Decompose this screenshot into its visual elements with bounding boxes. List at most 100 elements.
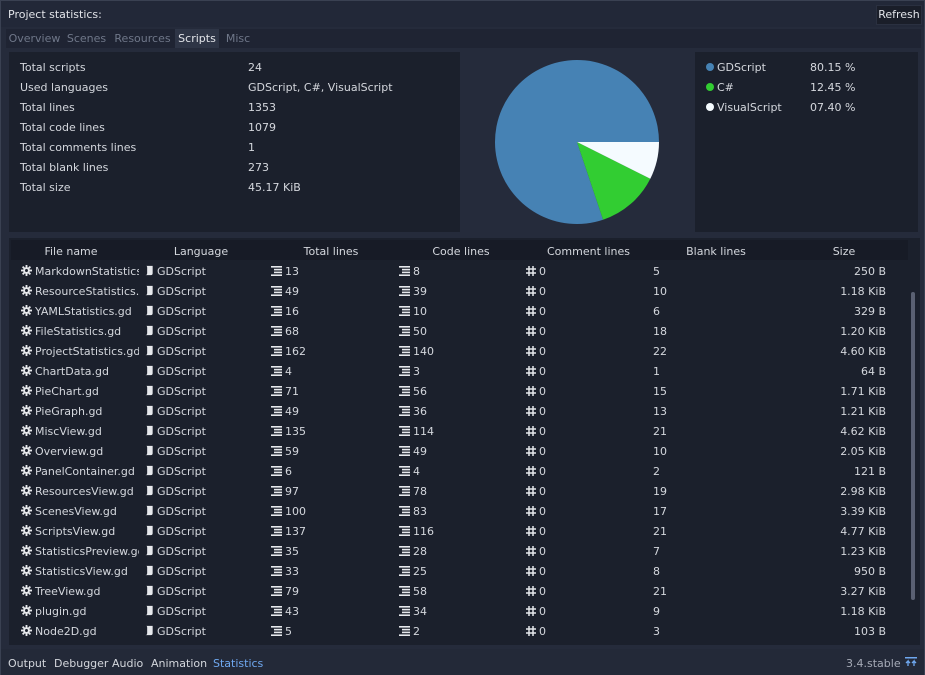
total-lines-value: 33 — [285, 565, 299, 578]
total-lines-value: 49 — [285, 405, 299, 418]
column-header-comment-lines[interactable]: Comment lines — [547, 245, 630, 258]
column-header-language[interactable]: Language — [173, 245, 229, 258]
code-lines-value: 78 — [413, 485, 427, 498]
table-row[interactable]: ScriptsView.gd GDScript 137 116 0 21 4.77 KiB — [9, 521, 909, 541]
table-row[interactable]: MarkdownStatistics.g GDScript 13 8 0 5 250 B — [9, 261, 909, 281]
hash-icon — [526, 305, 539, 318]
table-row[interactable]: Node2D.gd GDScript 5 2 0 3 103 B — [9, 621, 909, 641]
column-header-file-name[interactable]: File name — [44, 245, 98, 258]
pin-icon[interactable] — [905, 657, 917, 670]
blank-lines-value: 8 — [653, 565, 660, 578]
table-row[interactable]: Overview.gd GDScript 59 49 0 10 2.05 KiB — [9, 441, 909, 461]
language-name: GDScript — [157, 485, 206, 498]
file-name: ResourcesView.gd — [35, 485, 134, 498]
lines-icon — [271, 325, 285, 338]
column-header-size[interactable]: Size — [832, 245, 856, 258]
scripts-table: File name Language Total lines Code line… — [9, 238, 920, 645]
table-row[interactable]: ResourceStatistics.gd GDScript 49 39 0 10 1.18… — [9, 281, 909, 301]
comment-lines-value: 0 — [539, 465, 546, 478]
summary-row: Used languages GDScript, C#, VisualScrip… — [20, 75, 450, 95]
legend-swatch — [706, 103, 714, 111]
column-header-total-lines[interactable]: Total lines — [303, 245, 359, 258]
table-row[interactable]: MiscView.gd GDScript 135 114 0 21 4.62 KiB — [9, 421, 909, 441]
total-lines-cell: 79 — [271, 585, 371, 598]
script-icon — [144, 545, 157, 558]
bottom-tab-audio[interactable]: Audio — [112, 657, 144, 670]
column-header-blank-lines[interactable]: Blank lines — [686, 245, 746, 258]
file-cell: FileStatistics.gd — [21, 325, 139, 338]
summary-panel: Total scripts 24 Used languages GDScript… — [9, 52, 460, 232]
lines-icon — [271, 625, 285, 638]
table-row[interactable]: ChartData.gd GDScript 4 3 0 1 64 B — [9, 361, 909, 381]
tab-overview[interactable]: Overview — [8, 32, 61, 45]
bottom-tab-output[interactable]: Output — [8, 657, 47, 670]
file-cell: StatisticsView.gd — [21, 565, 139, 578]
code-lines-value: 3 — [413, 365, 420, 378]
table-row[interactable]: FileStatistics.gd GDScript 68 50 0 18 1.20 KiB — [9, 321, 909, 341]
code-lines-cell: 83 — [399, 505, 499, 518]
tab-scenes[interactable]: Scenes — [66, 32, 107, 45]
language-cell: GDScript — [144, 525, 254, 538]
file-name: Node2D.gd — [35, 625, 97, 638]
comment-lines-cell: 0 — [526, 285, 626, 298]
lines-icon — [399, 465, 413, 478]
table-row[interactable]: YAMLStatistics.gd GDScript 16 10 0 6 329 B — [9, 301, 909, 321]
blank-lines-value: 13 — [653, 405, 667, 418]
table-row[interactable]: PieGraph.gd GDScript 49 36 0 13 1.21 KiB — [9, 401, 909, 421]
blank-lines-value: 5 — [653, 265, 660, 278]
summary-row: Total code lines 1079 — [20, 115, 450, 135]
table-row[interactable]: plugin.gd GDScript 43 34 0 9 1.18 KiB — [9, 601, 909, 621]
size-value: 64 B — [860, 365, 886, 378]
bottom-tab-debugger[interactable]: Debugger — [54, 657, 109, 670]
tab-misc[interactable]: Misc — [225, 32, 251, 45]
tab-resources[interactable]: Resources — [114, 32, 171, 45]
blank-lines-value: 15 — [653, 385, 667, 398]
comment-lines-value: 0 — [539, 305, 546, 318]
language-name: GDScript — [157, 545, 206, 558]
language-name: GDScript — [157, 385, 206, 398]
file-cell: PieGraph.gd — [21, 405, 139, 418]
total-lines-value: 16 — [285, 305, 299, 318]
comment-lines-cell: 0 — [526, 525, 626, 538]
table-row[interactable]: ResourcesView.gd GDScript 97 78 0 19 2.98 KiB — [9, 481, 909, 501]
language-cell: GDScript — [144, 285, 254, 298]
scrollbar-thumb[interactable] — [911, 292, 915, 600]
column-header-code-lines[interactable]: Code lines — [432, 245, 490, 258]
table-row[interactable]: ScenesView.gd GDScript 100 83 0 17 3.39 KiB — [9, 501, 909, 521]
code-lines-cell: 2 — [399, 625, 499, 638]
lines-icon — [271, 525, 285, 538]
legend-entry: C# 12.45 % — [706, 75, 906, 95]
total-lines-value: 35 — [285, 545, 299, 558]
total-lines-value: 135 — [285, 425, 306, 438]
legend-percent: 07.40 % — [810, 101, 856, 114]
code-lines-cell: 140 — [399, 345, 499, 358]
table-row[interactable]: StatisticsPreview.gd GDScript 35 28 0 7 1.23 K… — [9, 541, 909, 561]
hash-icon — [526, 605, 539, 618]
total-lines-value: 100 — [285, 505, 306, 518]
code-lines-cell: 114 — [399, 425, 499, 438]
total-lines-value: 49 — [285, 285, 299, 298]
hash-icon — [526, 425, 539, 438]
code-lines-cell: 116 — [399, 525, 499, 538]
table-row[interactable]: TreeView.gd GDScript 79 58 0 21 3.27 KiB — [9, 581, 909, 601]
bottom-tab-statistics[interactable]: Statistics — [213, 657, 264, 670]
lines-icon — [399, 445, 413, 458]
gear-icon — [21, 385, 35, 398]
file-name: PanelContainer.gd — [35, 465, 135, 478]
table-row[interactable]: ProjectStatistics.gd GDScript 162 140 0 22 4.6… — [9, 341, 909, 361]
comment-lines-value: 0 — [539, 565, 546, 578]
table-row[interactable]: PanelContainer.gd GDScript 6 4 0 2 121 B — [9, 461, 909, 481]
bottom-tab-animation[interactable]: Animation — [151, 657, 208, 670]
comment-lines-value: 0 — [539, 545, 546, 558]
table-row[interactable]: PieChart.gd GDScript 71 56 0 15 1.71 KiB — [9, 381, 909, 401]
comment-lines-value: 0 — [539, 585, 546, 598]
table-row[interactable]: StatisticsView.gd GDScript 33 25 0 8 950 B — [9, 561, 909, 581]
blank-lines-value: 17 — [653, 505, 667, 518]
code-lines-value: 4 — [413, 465, 420, 478]
language-name: GDScript — [157, 345, 206, 358]
comment-lines-value: 0 — [539, 405, 546, 418]
tab-scripts[interactable]: Scripts — [175, 29, 219, 48]
refresh-button[interactable]: Refresh — [876, 5, 922, 25]
total-lines-cell: 13 — [271, 265, 371, 278]
script-icon — [144, 445, 157, 458]
